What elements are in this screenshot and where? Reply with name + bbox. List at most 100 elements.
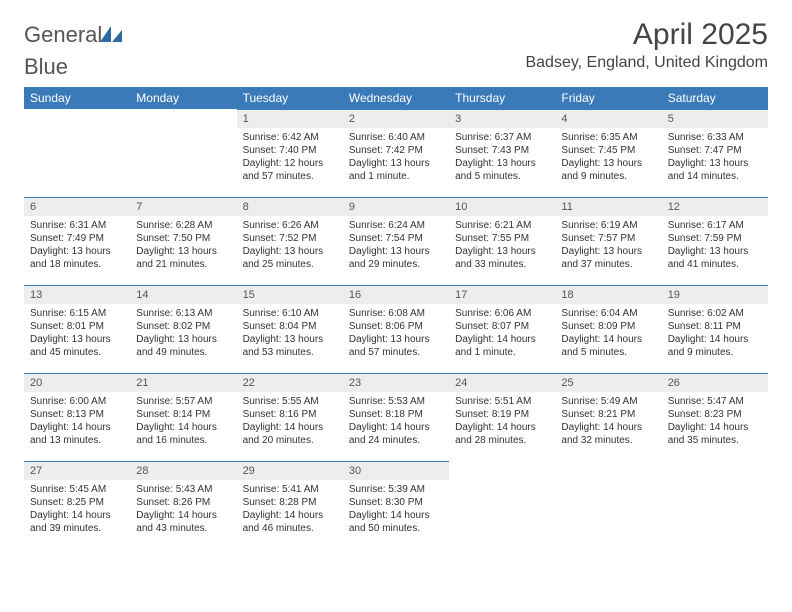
sunset-text: Sunset: 7:57 PM: [561, 232, 655, 245]
day-cell: 29Sunrise: 5:41 AMSunset: 8:28 PMDayligh…: [237, 461, 343, 549]
calendar-table: Sunday Monday Tuesday Wednesday Thursday…: [24, 87, 768, 549]
day-cell: 13Sunrise: 6:15 AMSunset: 8:01 PMDayligh…: [24, 285, 130, 373]
sunset-text: Sunset: 8:01 PM: [30, 320, 124, 333]
day-body: Sunrise: 5:47 AMSunset: 8:23 PMDaylight:…: [662, 392, 768, 449]
week-row: 6Sunrise: 6:31 AMSunset: 7:49 PMDaylight…: [24, 197, 768, 285]
sunrise-text: Sunrise: 6:31 AM: [30, 219, 124, 232]
sunset-text: Sunset: 8:06 PM: [349, 320, 443, 333]
sunset-text: Sunset: 7:43 PM: [455, 144, 549, 157]
sunrise-text: Sunrise: 5:39 AM: [349, 483, 443, 496]
daylight-text-2: and 39 minutes.: [30, 522, 124, 535]
sunset-text: Sunset: 8:23 PM: [668, 408, 762, 421]
day-cell: 4Sunrise: 6:35 AMSunset: 7:45 PMDaylight…: [555, 109, 661, 197]
day-cell: [555, 461, 661, 549]
day-body: Sunrise: 6:15 AMSunset: 8:01 PMDaylight:…: [24, 304, 130, 361]
sunset-text: Sunset: 7:52 PM: [243, 232, 337, 245]
month-title: April 2025: [525, 18, 768, 52]
day-cell: 27Sunrise: 5:45 AMSunset: 8:25 PMDayligh…: [24, 461, 130, 549]
daylight-text-2: and 57 minutes.: [243, 170, 337, 183]
sunrise-text: Sunrise: 5:49 AM: [561, 395, 655, 408]
sunrise-text: Sunrise: 6:42 AM: [243, 131, 337, 144]
page: General Blue April 2025 Badsey, England,…: [0, 0, 792, 549]
day-header: Sunday: [24, 87, 130, 109]
day-header: Tuesday: [237, 87, 343, 109]
daylight-text-2: and 53 minutes.: [243, 346, 337, 359]
daylight-text-2: and 25 minutes.: [243, 258, 337, 271]
sunrise-text: Sunrise: 6:13 AM: [136, 307, 230, 320]
day-number: 16: [343, 285, 449, 304]
day-number: 20: [24, 373, 130, 392]
brand-text-1: General: [24, 22, 102, 47]
sunset-text: Sunset: 8:09 PM: [561, 320, 655, 333]
day-body: Sunrise: 5:55 AMSunset: 8:16 PMDaylight:…: [237, 392, 343, 449]
sunrise-text: Sunrise: 6:02 AM: [668, 307, 762, 320]
week-row: 27 Sunrise: 5:45 AMSunset: 8:25 PM Dayligh…: [24, 461, 768, 549]
daylight-text-2: and 45 minutes.: [30, 346, 124, 359]
day-body: Sunrise: 6:02 AMSunset: 8:11 PMDaylight:…: [662, 304, 768, 361]
day-number: 27: [24, 461, 130, 480]
sunset-text: Sunset: 8:25 PM: [30, 496, 124, 509]
day-number: 25: [555, 373, 661, 392]
daylight-text-1: Daylight: 13 hours: [349, 333, 443, 346]
title-block: April 2025 Badsey, England, United Kingd…: [525, 18, 768, 72]
day-cell: 14Sunrise: 6:13 AMSunset: 8:02 PMDayligh…: [130, 285, 236, 373]
day-cell: [24, 109, 130, 197]
day-cell: 11Sunrise: 6:19 AMSunset: 7:57 PMDayligh…: [555, 197, 661, 285]
daylight-text-1: Daylight: 13 hours: [349, 157, 443, 170]
daylight-text-2: and 29 minutes.: [349, 258, 443, 271]
sunrise-text: Sunrise: 6:40 AM: [349, 131, 443, 144]
daylight-text-2: and 9 minutes.: [561, 170, 655, 183]
daylight-text-1: Daylight: 13 hours: [561, 245, 655, 258]
sunset-text: Sunset: 8:14 PM: [136, 408, 230, 421]
sunrise-text: Sunrise: 5:45 AM: [30, 483, 124, 496]
day-number: 15: [237, 285, 343, 304]
day-cell: 6Sunrise: 6:31 AMSunset: 7:49 PMDaylight…: [24, 197, 130, 285]
sunset-text: Sunset: 7:40 PM: [243, 144, 337, 157]
daylight-text-1: Daylight: 13 hours: [668, 245, 762, 258]
daylight-text-1: Daylight: 12 hours: [243, 157, 337, 170]
sunrise-text: Sunrise: 6:06 AM: [455, 307, 549, 320]
sunset-text: Sunset: 8:18 PM: [349, 408, 443, 421]
day-number: 30: [343, 461, 449, 480]
daylight-text-2: and 49 minutes.: [136, 346, 230, 359]
daylight-text-1: Daylight: 13 hours: [668, 157, 762, 170]
daylight-text-2: and 57 minutes.: [349, 346, 443, 359]
daylight-text-1: Daylight: 13 hours: [30, 245, 124, 258]
sunset-text: Sunset: 8:11 PM: [668, 320, 762, 333]
day-header: Thursday: [449, 87, 555, 109]
sunrise-text: Sunrise: 6:37 AM: [455, 131, 549, 144]
day-cell: 19Sunrise: 6:02 AMSunset: 8:11 PMDayligh…: [662, 285, 768, 373]
day-number: 17: [449, 285, 555, 304]
day-number: 6: [24, 197, 130, 216]
day-body: Sunrise: 6:28 AMSunset: 7:50 PMDaylight:…: [130, 216, 236, 273]
day-cell: 25Sunrise: 5:49 AMSunset: 8:21 PMDayligh…: [555, 373, 661, 461]
daylight-text-2: and 13 minutes.: [30, 434, 124, 447]
daylight-text-1: Daylight: 13 hours: [349, 245, 443, 258]
day-body: Sunrise: 5:43 AMSunset: 8:26 PMDaylight:…: [130, 480, 236, 537]
daylight-text-1: Daylight: 14 hours: [668, 421, 762, 434]
sunset-text: Sunset: 8:07 PM: [455, 320, 549, 333]
day-number: 11: [555, 197, 661, 216]
day-cell: 9Sunrise: 6:24 AMSunset: 7:54 PMDaylight…: [343, 197, 449, 285]
sunrise-text: Sunrise: 6:21 AM: [455, 219, 549, 232]
week-row: 13Sunrise: 6:15 AMSunset: 8:01 PMDayligh…: [24, 285, 768, 373]
sunrise-text: Sunrise: 5:43 AM: [136, 483, 230, 496]
day-body: Sunrise: 6:40 AMSunset: 7:42 PMDaylight:…: [343, 128, 449, 185]
daylight-text-1: Daylight: 13 hours: [243, 333, 337, 346]
daylight-text-2: and 14 minutes.: [668, 170, 762, 183]
sunrise-text: Sunrise: 6:00 AM: [30, 395, 124, 408]
day-number: 28: [130, 461, 236, 480]
daylight-text-1: Daylight: 14 hours: [455, 421, 549, 434]
day-cell: 23Sunrise: 5:53 AMSunset: 8:18 PMDayligh…: [343, 373, 449, 461]
day-body: Sunrise: 6:08 AMSunset: 8:06 PMDaylight:…: [343, 304, 449, 361]
day-cell: 17Sunrise: 6:06 AMSunset: 8:07 PMDayligh…: [449, 285, 555, 373]
day-number: 21: [130, 373, 236, 392]
day-body: Sunrise: 6:04 AMSunset: 8:09 PMDaylight:…: [555, 304, 661, 361]
daylight-text-1: Daylight: 13 hours: [455, 245, 549, 258]
day-body: Sunrise: 5:41 AMSunset: 8:28 PMDaylight:…: [237, 480, 343, 537]
daylight-text-1: Daylight: 14 hours: [349, 509, 443, 522]
day-number: 18: [555, 285, 661, 304]
daylight-text-1: Daylight: 14 hours: [349, 421, 443, 434]
day-cell: 24Sunrise: 5:51 AMSunset: 8:19 PMDayligh…: [449, 373, 555, 461]
day-header: Saturday: [662, 87, 768, 109]
